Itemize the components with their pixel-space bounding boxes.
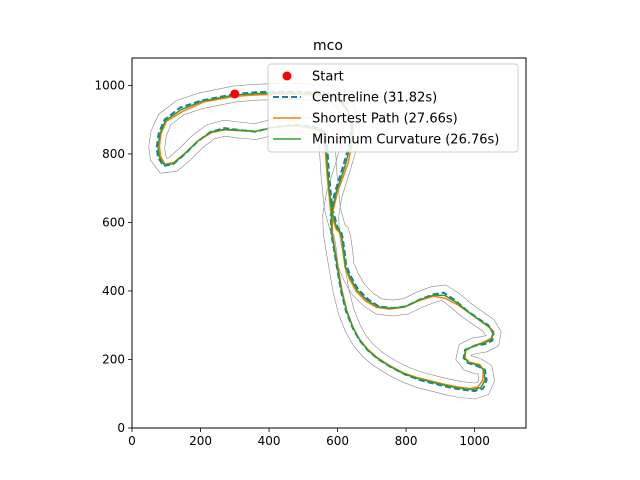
y-tick-label: 400 bbox=[102, 284, 125, 298]
series-layer bbox=[155, 89, 495, 393]
legend-box bbox=[267, 63, 519, 153]
legend-label-0: Centreline (31.82s) bbox=[312, 91, 437, 106]
track-boundaries bbox=[148, 83, 502, 400]
x-tick-label: 800 bbox=[395, 434, 418, 448]
x-tick-label: 400 bbox=[258, 434, 281, 448]
x-tick-label: 0 bbox=[128, 434, 136, 448]
legend-marker-start bbox=[282, 71, 292, 81]
legend: Start Centreline (31.82s) Shortest Path (2… bbox=[267, 63, 519, 153]
legend-label-start: Start bbox=[312, 70, 344, 85]
x-tick-label: 200 bbox=[189, 434, 212, 448]
track-boundary-inner bbox=[164, 99, 502, 400]
y-tick-label: 200 bbox=[102, 352, 125, 366]
track-boundary-outer bbox=[148, 83, 487, 384]
chart-title: mco bbox=[313, 38, 343, 54]
y-axis: 0 200 400 600 800 1000 bbox=[94, 78, 132, 435]
y-tick-label: 0 bbox=[117, 421, 125, 435]
legend-label-1: Shortest Path (27.66s) bbox=[312, 112, 458, 127]
y-tick-label: 600 bbox=[102, 215, 125, 229]
y-tick-label: 800 bbox=[102, 147, 125, 161]
x-tick-label: 600 bbox=[326, 434, 349, 448]
x-tick-label: 1000 bbox=[459, 434, 490, 448]
y-tick-label: 1000 bbox=[94, 78, 125, 92]
series-line-2 bbox=[157, 92, 494, 391]
x-axis: 0 200 400 600 800 1000 bbox=[128, 428, 490, 448]
plot-frame bbox=[131, 57, 527, 429]
start-marker bbox=[230, 89, 240, 99]
legend-label-2: Minimum Curvature (26.76s) bbox=[312, 133, 499, 148]
